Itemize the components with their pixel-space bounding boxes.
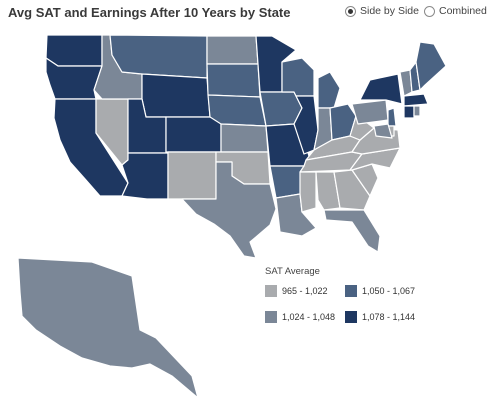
legend-swatch (345, 285, 357, 297)
state-mi[interactable] (317, 71, 341, 109)
state-me[interactable] (415, 41, 447, 91)
state-az[interactable] (121, 152, 169, 200)
state-nj[interactable] (387, 107, 397, 127)
legend-swatch (265, 285, 277, 297)
state-wy[interactable] (141, 73, 211, 118)
state-il[interactable] (293, 95, 319, 155)
state-ks[interactable] (220, 123, 269, 153)
state-ms[interactable] (299, 171, 317, 213)
state-ct[interactable] (403, 105, 415, 119)
state-ak[interactable] (17, 257, 199, 399)
state-al[interactable] (315, 171, 341, 211)
side-by-side-label: Side by Side (360, 5, 419, 17)
state-mt[interactable] (109, 34, 208, 79)
legend-label: 1,024 - 1,048 (282, 312, 336, 322)
legend-swatch (345, 311, 357, 323)
legend-item-1078-1144: 1,078 - 1,144 (345, 311, 415, 323)
radio-unselected-icon (424, 5, 435, 17)
state-nd[interactable] (206, 35, 259, 65)
state-ar[interactable] (269, 165, 305, 199)
legend-swatch (265, 311, 277, 323)
state-ma[interactable] (403, 93, 429, 107)
legend-item-1050-1067: 1,050 - 1,067 (345, 285, 415, 297)
combined-radio[interactable]: Combined (424, 5, 487, 17)
state-ny[interactable] (359, 73, 403, 105)
state-ga[interactable] (333, 169, 371, 211)
legend-title: SAT Average (265, 266, 320, 277)
legend-item-965-1022: 965 - 1,022 (265, 285, 328, 297)
page-title: Avg SAT and Earnings After 10 Years by S… (8, 5, 291, 20)
state-md[interactable] (373, 123, 393, 139)
state-co[interactable] (165, 116, 222, 153)
state-nm[interactable] (167, 151, 217, 200)
legend-label: 1,050 - 1,067 (362, 286, 416, 296)
side-by-side-radio[interactable]: Side by Side (345, 5, 419, 17)
state-wi[interactable] (281, 57, 315, 97)
state-wa[interactable] (45, 34, 103, 67)
legend-label: 1,078 - 1,144 (362, 312, 416, 322)
state-fl[interactable] (323, 209, 381, 253)
state-ri[interactable] (413, 105, 421, 117)
combined-label: Combined (439, 5, 487, 17)
radio-selected-icon (345, 5, 356, 17)
legend-item-1024-1048: 1,024 - 1,048 (265, 311, 335, 323)
state-wv[interactable] (349, 115, 375, 141)
state-tx[interactable] (181, 161, 277, 259)
state-sd[interactable] (206, 63, 261, 98)
state-ne[interactable] (207, 94, 267, 127)
state-pa[interactable] (351, 99, 389, 125)
legend-label: 965 - 1,022 (282, 286, 328, 296)
